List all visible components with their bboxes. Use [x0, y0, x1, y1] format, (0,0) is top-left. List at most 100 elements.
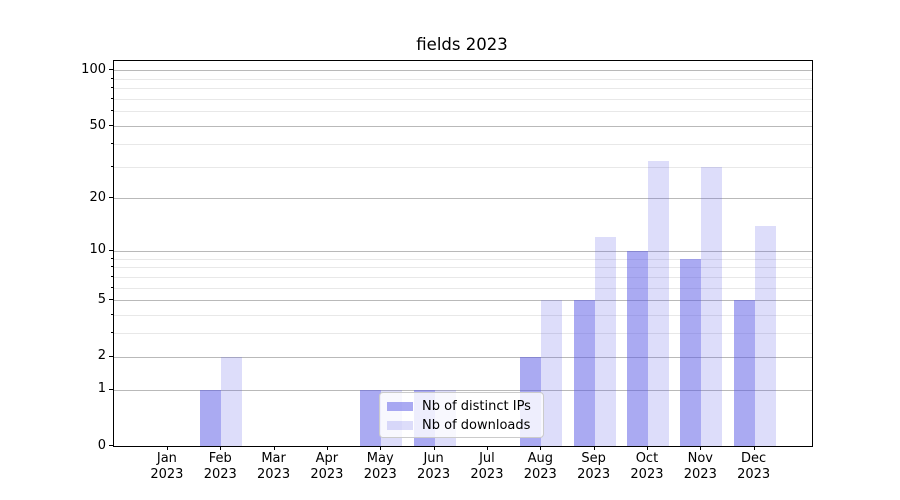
bar-downloads-feb: [221, 356, 243, 446]
y-minor-tick: [110, 87, 113, 89]
x-tick-year: 2023: [683, 467, 717, 482]
gridline-major: [114, 300, 812, 302]
y-tick: [108, 197, 113, 199]
x-tick-month: Jan: [156, 451, 177, 466]
gridline-major: [114, 250, 812, 252]
y-tick: [108, 299, 113, 301]
bar-downloads-oct: [647, 161, 669, 446]
x-tick: [540, 446, 542, 451]
x-tick-year: 2023: [203, 467, 237, 482]
gridline-major: [114, 70, 812, 72]
x-tick-year: 2023: [150, 467, 184, 482]
bar-distinct-ips-may: [360, 389, 382, 446]
x-tick-label: Mar 2023: [247, 451, 301, 483]
x-tick-label: Dec 2023: [727, 451, 781, 483]
y-minor-tick: [110, 286, 113, 288]
y-minor-tick: [110, 257, 113, 259]
x-tick-year: 2023: [310, 467, 344, 482]
legend: Nb of distinct IPs Nb of downloads: [379, 392, 544, 438]
x-tick-label: Apr 2023: [300, 451, 354, 483]
gridline-minor: [114, 258, 812, 260]
x-tick: [380, 446, 382, 451]
x-tick: [486, 446, 488, 451]
gridline-minor: [114, 267, 812, 269]
x-tick-year: 2023: [737, 467, 771, 482]
x-tick-label: Aug 2023: [513, 451, 567, 483]
y-tick: [108, 125, 113, 126]
x-tick: [326, 446, 328, 451]
y-minor-tick: [110, 275, 113, 277]
x-tick-year: 2023: [523, 467, 557, 482]
y-tick-label: 2: [97, 348, 106, 364]
y-tick-label: 20: [89, 189, 106, 205]
legend-item-distinct-ips: Nb of distinct IPs: [387, 397, 536, 416]
y-minor-tick: [110, 266, 113, 268]
x-tick-year: 2023: [257, 467, 291, 482]
y-tick-label: 0: [97, 437, 106, 453]
x-tick-label: Feb 2023: [193, 451, 247, 483]
y-minor-tick: [110, 314, 113, 315]
bar-distinct-ips-sep: [573, 300, 595, 446]
x-tick: [220, 446, 222, 451]
legend-item-downloads: Nb of downloads: [387, 416, 536, 435]
x-tick-label: Nov 2023: [673, 451, 727, 483]
y-minor-tick: [110, 110, 113, 112]
x-tick-label: Jun 2023: [407, 451, 461, 483]
gridline-major: [114, 126, 812, 127]
gridline-minor: [114, 143, 812, 145]
gridline-minor: [114, 88, 812, 90]
y-tick-label: 5: [97, 291, 106, 307]
x-tick: [753, 446, 755, 451]
y-tick-label: 100: [81, 61, 106, 77]
x-tick-label: May 2023: [353, 451, 407, 483]
y-tick-label: 50: [89, 117, 106, 133]
x-tick: [593, 446, 595, 451]
plot-area: Nb of distinct IPs Nb of downloads: [113, 60, 813, 447]
chart-title: fields 2023: [416, 35, 508, 54]
y-tick-label: 1: [97, 381, 106, 397]
bar-downloads-dec: [754, 225, 776, 446]
x-tick-label: Jul 2023: [460, 451, 514, 483]
y-tick: [108, 355, 113, 357]
legend-swatch-distinct-ips: [387, 402, 413, 411]
x-tick: [166, 446, 168, 451]
gridline-minor: [114, 78, 812, 80]
gridline-major: [114, 198, 812, 200]
x-tick-month: Oct: [635, 451, 659, 466]
gridline-minor: [114, 166, 812, 168]
x-tick-month: Aug: [527, 451, 553, 466]
x-tick-year: 2023: [630, 467, 664, 482]
bar-distinct-ips-dec: [733, 300, 755, 446]
y-tick: [108, 249, 113, 251]
x-tick-year: 2023: [577, 467, 611, 482]
x-tick-month: Dec: [741, 451, 767, 466]
y-tick-label: 10: [89, 242, 106, 258]
legend-label-downloads: Nb of downloads: [422, 418, 531, 433]
y-minor-tick: [110, 332, 113, 334]
x-tick-month: Nov: [687, 451, 713, 466]
x-tick: [646, 446, 648, 451]
y-minor-tick: [110, 165, 113, 167]
bar-downloads-aug: [541, 300, 563, 446]
gridline-minor: [114, 111, 812, 113]
gridline-minor: [114, 315, 812, 316]
gridline-major: [114, 389, 812, 391]
legend-swatch-downloads: [387, 421, 413, 430]
x-tick: [273, 446, 275, 451]
x-tick-month: Jul: [479, 451, 495, 466]
x-tick-month: May: [366, 451, 394, 466]
x-tick-label: Jan 2023: [140, 451, 194, 483]
x-tick-month: Apr: [315, 451, 339, 466]
x-tick-label: Sep 2023: [567, 451, 621, 483]
bar-distinct-ips-oct: [626, 250, 648, 446]
x-tick-month: Feb: [208, 451, 232, 466]
x-tick-month: Mar: [261, 451, 286, 466]
y-tick: [108, 388, 113, 390]
bar-downloads-nov: [701, 166, 723, 446]
bar-distinct-ips-nov: [680, 258, 702, 446]
legend-label-distinct-ips: Nb of distinct IPs: [422, 399, 531, 414]
x-tick: [700, 446, 702, 451]
y-minor-tick: [110, 98, 113, 100]
gridline-major: [114, 356, 812, 358]
x-tick-label: Oct 2023: [620, 451, 674, 483]
